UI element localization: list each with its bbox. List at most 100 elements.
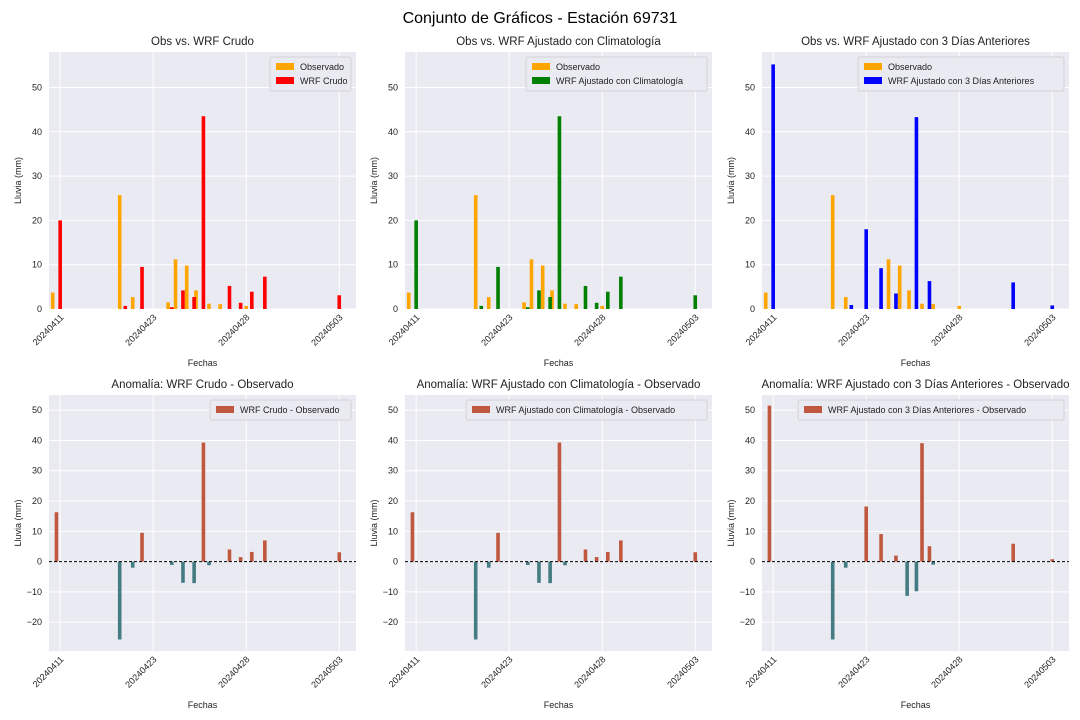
x-axis-label: Fechas (901, 700, 931, 710)
y-tick-label: 10 (745, 526, 755, 536)
bar (117, 561, 122, 640)
bar (250, 551, 254, 562)
bar (194, 290, 198, 309)
y-tick-label: 50 (32, 82, 42, 92)
bar (473, 195, 478, 309)
bar (927, 546, 932, 562)
chart-title: Obs vs. WRF Crudo (151, 36, 254, 48)
bar (843, 561, 848, 568)
x-tick-label: 20240428 (572, 654, 607, 689)
legend-swatch (864, 63, 882, 70)
bar (526, 561, 530, 565)
bar (170, 561, 174, 565)
bar (905, 561, 909, 596)
bar (763, 292, 768, 309)
y-tick-label: −20 (383, 617, 398, 627)
bar (486, 297, 491, 309)
legend-label: WRF Ajustado con Climatología - Observad… (496, 405, 675, 415)
x-tick-label: 20240411 (387, 654, 422, 689)
y-tick-label: 0 (750, 557, 755, 567)
chart-title: Obs vs. WRF Ajustado con 3 Días Anterior… (801, 36, 1030, 48)
legend-swatch (804, 406, 822, 413)
y-tick-label: 30 (745, 171, 755, 181)
bar (548, 561, 552, 584)
chart-panel-3: 0 10 20 30 40 50 20240411 20240423 20240428 20240… (726, 36, 1069, 368)
x-tick-label: 20240428 (216, 654, 251, 689)
bar (201, 442, 206, 562)
y-tick-label: −20 (740, 617, 755, 627)
bar (574, 304, 578, 309)
bar (843, 297, 848, 309)
bar (181, 561, 185, 583)
bar (920, 443, 924, 562)
x-tick-label: 20240428 (929, 654, 964, 689)
x-tick-label: 20240411 (31, 312, 66, 347)
y-tick-label: −10 (740, 587, 755, 597)
bar (771, 64, 775, 310)
y-tick-label: 10 (745, 260, 755, 270)
y-tick-label: 10 (32, 526, 42, 536)
x-tick-label: 20240423 (479, 654, 514, 689)
bar (927, 281, 932, 309)
x-tick-label: 20240423 (123, 312, 158, 347)
y-tick-label: 20 (388, 215, 398, 225)
y-tick-label: −10 (27, 587, 42, 597)
bar (894, 555, 898, 562)
y-tick-label: 50 (745, 405, 755, 415)
y-tick-label: 30 (32, 171, 42, 181)
y-tick-label: 40 (388, 435, 398, 445)
figure-title: Conjunto de Gráficos - Estación 69731 (402, 10, 678, 27)
bar (140, 266, 144, 309)
bar (337, 295, 342, 309)
bar (522, 302, 526, 309)
chart-title: Anomalía: WRF Ajustado con Climatología … (417, 379, 701, 391)
legend-swatch (532, 63, 550, 70)
bar (563, 561, 567, 566)
legend: Observado WRF Ajustado con Climatología (525, 56, 708, 92)
bar (54, 512, 59, 562)
y-tick-label: 20 (388, 496, 398, 506)
bar (123, 305, 128, 309)
bar (557, 442, 562, 562)
bar (767, 405, 772, 562)
x-tick-label: 20240411 (744, 654, 779, 689)
bar (619, 540, 623, 562)
bar (594, 302, 599, 309)
bar (410, 512, 415, 562)
x-axis-label: Fechas (188, 358, 218, 368)
x-tick-label: 20240428 (216, 312, 251, 347)
legend-box (465, 399, 708, 421)
bar (914, 561, 919, 592)
bar (548, 297, 552, 309)
y-tick-label: 20 (745, 215, 755, 225)
legend-swatch (276, 63, 294, 70)
legend: Observado WRF Ajustado con 3 Días Anterio… (857, 56, 1065, 92)
bar (50, 292, 55, 309)
bar (130, 561, 135, 568)
bar (920, 303, 924, 309)
bar (130, 297, 135, 309)
bar (207, 303, 211, 309)
bar (58, 220, 62, 309)
chart-panel-1: 0 10 20 30 40 50 20240411 20240423 20240428 20240… (13, 36, 356, 368)
chart-title: Obs vs. WRF Ajustado con Climatología (456, 36, 661, 48)
bar (181, 290, 185, 309)
bar (864, 229, 868, 309)
bar (263, 276, 267, 309)
y-axis-label: Lluvia (mm) (13, 157, 23, 204)
y-tick-label: 30 (32, 466, 42, 476)
bar (907, 290, 911, 309)
x-tick-label: 20240428 (572, 312, 607, 347)
bar (218, 304, 222, 309)
x-tick-label: 20240503 (1022, 312, 1057, 347)
bar (526, 307, 530, 309)
x-tick-label: 20240428 (929, 312, 964, 347)
bar (849, 305, 854, 309)
legend-label: WRF Crudo (300, 76, 348, 86)
x-tick-label: 20240411 (744, 312, 779, 347)
legend: WRF Ajustado con Climatología - Observad… (465, 399, 708, 421)
y-tick-label: 40 (388, 127, 398, 137)
bar (606, 551, 610, 562)
bar (201, 116, 206, 309)
